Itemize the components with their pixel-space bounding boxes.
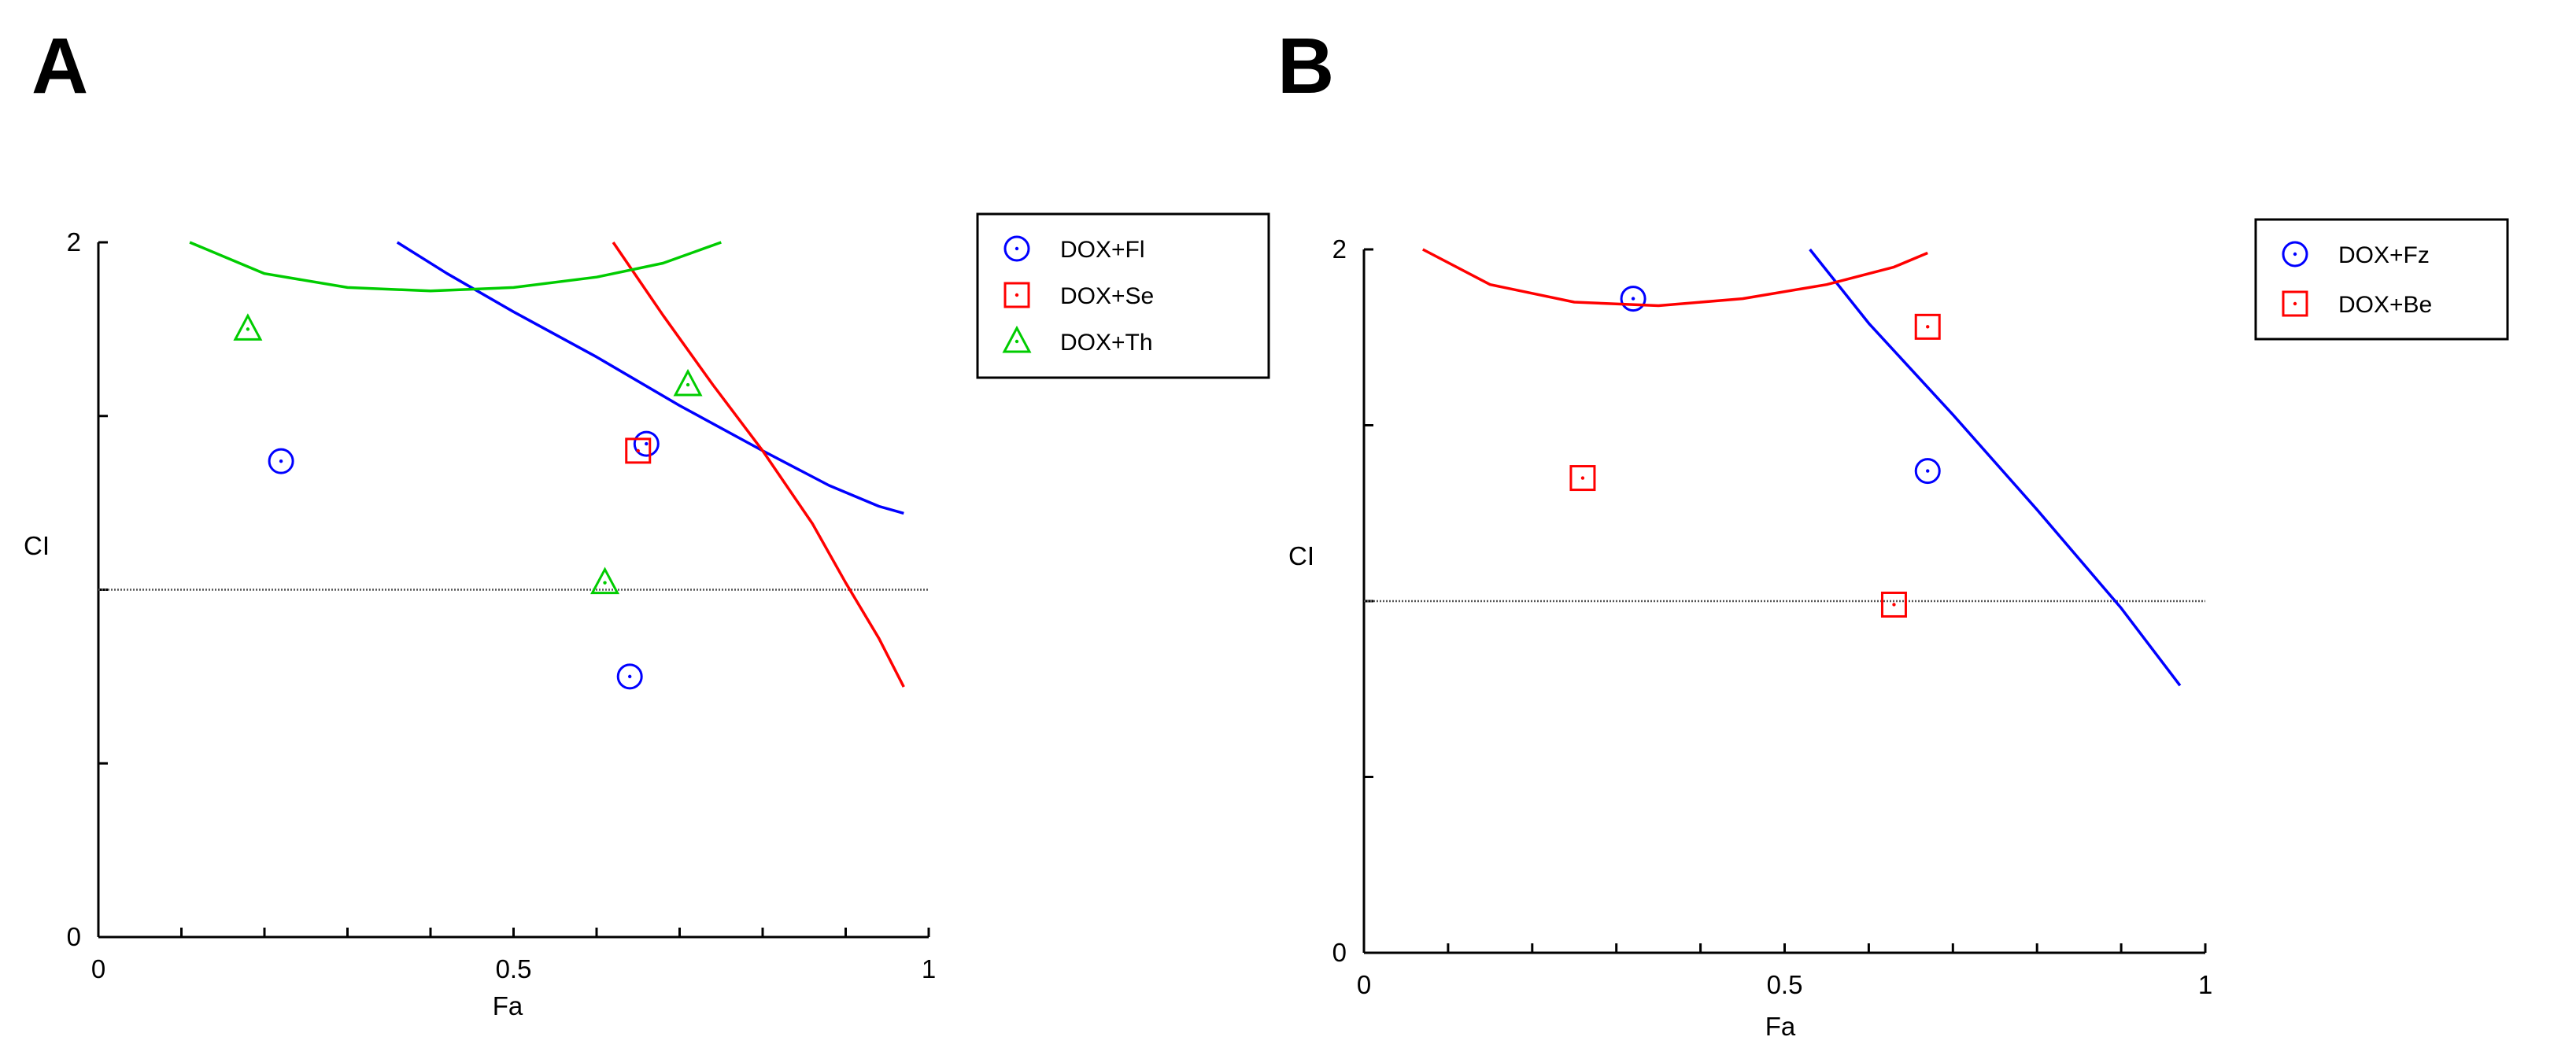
panel-b-legend-label-dox-be: DOX+Be bbox=[2338, 292, 2432, 318]
panel-b-point-dox-be bbox=[1914, 313, 1941, 340]
panel-a-legend-marker-dox-fl bbox=[1003, 235, 1030, 262]
panel-a: A Fa CI 0 0.5 1 0 2 DOX+Fl DOX+Se DOX+Th bbox=[24, 22, 1270, 1020]
panel-b-x-tick-label: 1 bbox=[2198, 970, 2212, 999]
panel-a-legend-marker-dox-se bbox=[1003, 282, 1030, 308]
panel-a-x-tick-label: 0 bbox=[91, 954, 105, 983]
panel-a-point-dox-se bbox=[625, 437, 652, 464]
panel-b-legend-marker-dox-be bbox=[2282, 290, 2308, 317]
panel-a-x-tick-label: 1 bbox=[922, 954, 936, 983]
panel-b-point-dox-be bbox=[1569, 465, 1596, 492]
panel-a-y-tick-label: 0 bbox=[67, 922, 81, 951]
panel-b-y-axis-label: CI bbox=[1288, 541, 1314, 570]
panel-a-curve-dox-th bbox=[189, 241, 722, 293]
panel-a-point-dox-th bbox=[233, 313, 263, 341]
panel-a-x-axis-label: Fa bbox=[493, 991, 523, 1020]
panel-b-legend-box bbox=[2254, 218, 2509, 341]
panel-a-legend-label-dox-fl: DOX+Fl bbox=[1060, 237, 1145, 263]
panel-b-point-dox-be bbox=[1880, 591, 1907, 618]
panel-a-point-dox-th bbox=[590, 566, 620, 595]
panel-a-y-axis-label: CI bbox=[24, 531, 50, 560]
panel-b-curve-dox-be bbox=[1421, 248, 1928, 308]
panel-b-label: B bbox=[1277, 22, 1334, 110]
panel-a-curve-dox-fl bbox=[396, 241, 904, 515]
panel-b: B Fa CI 0 0.5 1 0 2 DOX+Fz DOX+Be bbox=[1277, 22, 2509, 1041]
panel-a-label: A bbox=[31, 22, 88, 110]
panel-a-point-dox-fl bbox=[616, 663, 643, 690]
panel-a-point-dox-fl bbox=[268, 448, 294, 474]
panel-a-y-tick-label: 2 bbox=[67, 227, 81, 256]
panel-b-y-tick-label: 2 bbox=[1332, 234, 1347, 264]
panel-b-point-dox-fz bbox=[1914, 458, 1941, 485]
panel-b-point-dox-fz bbox=[1620, 286, 1646, 312]
panel-a-legend-label-dox-se: DOX+Se bbox=[1060, 283, 1154, 309]
panel-a-legend-marker-dox-th bbox=[1002, 325, 1032, 353]
panel-a-point-dox-th bbox=[673, 368, 703, 397]
panel-b-y-tick-label: 0 bbox=[1332, 938, 1347, 967]
panel-b-x-axis-label: Fa bbox=[1765, 1012, 1796, 1041]
panel-b-x-tick-label: 0 bbox=[1357, 970, 1371, 999]
panel-b-x-tick-label: 0.5 bbox=[1767, 970, 1803, 999]
panel-b-curve-dox-fz bbox=[1809, 248, 2182, 687]
panel-a-curve-dox-se bbox=[612, 242, 905, 688]
panel-a-x-tick-label: 0.5 bbox=[496, 954, 532, 983]
panel-a-point-dox-fl bbox=[633, 430, 660, 457]
panel-b-legend-marker-dox-fz bbox=[2282, 241, 2308, 268]
panel-a-legend-label-dox-th: DOX+Th bbox=[1060, 330, 1153, 356]
panel-b-legend-label-dox-fz: DOX+Fz bbox=[2338, 242, 2430, 268]
